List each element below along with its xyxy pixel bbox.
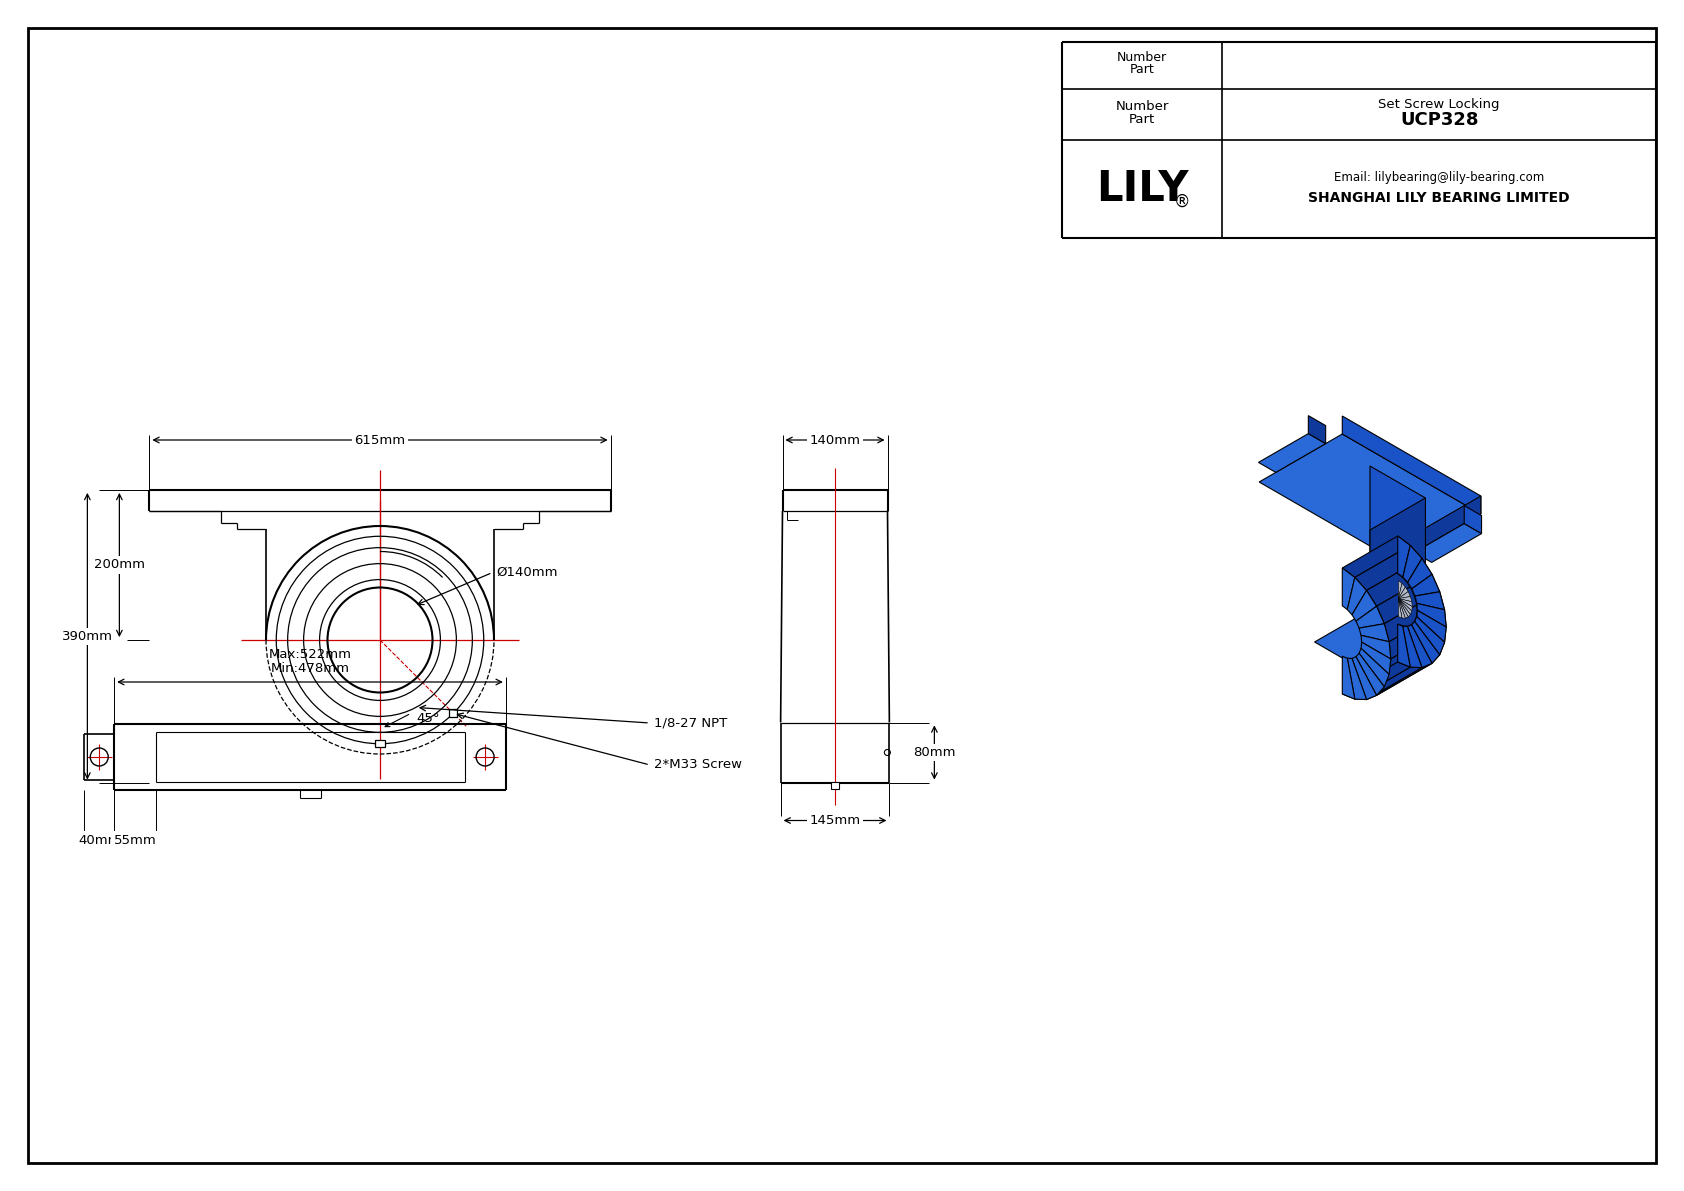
Polygon shape <box>1347 578 1366 615</box>
Polygon shape <box>1398 599 1406 618</box>
Text: 2*M33 Screw: 2*M33 Screw <box>653 759 743 772</box>
Polygon shape <box>1347 659 1366 699</box>
Text: 145mm: 145mm <box>810 813 861 827</box>
Polygon shape <box>1376 574 1440 624</box>
Polygon shape <box>1403 578 1408 582</box>
Polygon shape <box>1260 434 1480 562</box>
Polygon shape <box>1415 616 1418 621</box>
Polygon shape <box>1415 596 1418 603</box>
Polygon shape <box>1415 592 1445 610</box>
Text: 615mm: 615mm <box>354 434 406 447</box>
Text: 55mm: 55mm <box>113 834 157 847</box>
Polygon shape <box>1356 545 1421 591</box>
Polygon shape <box>1308 416 1325 443</box>
Polygon shape <box>1342 536 1410 578</box>
Polygon shape <box>1398 599 1413 606</box>
Polygon shape <box>1415 524 1482 562</box>
Text: Part: Part <box>1130 63 1155 76</box>
Polygon shape <box>1398 599 1408 618</box>
Polygon shape <box>1413 621 1415 624</box>
Polygon shape <box>1376 655 1440 696</box>
Polygon shape <box>1315 610 1425 674</box>
Polygon shape <box>1398 624 1410 667</box>
Polygon shape <box>1371 498 1425 674</box>
FancyBboxPatch shape <box>830 781 839 788</box>
Polygon shape <box>1342 416 1480 515</box>
Polygon shape <box>1352 656 1376 699</box>
FancyBboxPatch shape <box>450 710 458 717</box>
Polygon shape <box>1398 580 1403 599</box>
Polygon shape <box>1398 592 1411 599</box>
Text: UCP328: UCP328 <box>1399 111 1479 129</box>
Text: Part: Part <box>1128 113 1155 126</box>
Polygon shape <box>1361 642 1391 674</box>
Text: SHANGHAI LILY BEARING LIMITED: SHANGHAI LILY BEARING LIMITED <box>1308 191 1569 205</box>
Polygon shape <box>1398 597 1411 601</box>
Polygon shape <box>1403 626 1421 668</box>
Polygon shape <box>1398 536 1410 578</box>
Polygon shape <box>1398 624 1403 625</box>
Polygon shape <box>1361 635 1391 659</box>
Polygon shape <box>1416 610 1447 642</box>
Polygon shape <box>1356 606 1384 628</box>
Polygon shape <box>1352 591 1376 621</box>
Text: LILY: LILY <box>1096 168 1189 210</box>
Polygon shape <box>1398 599 1413 611</box>
Text: ®: ® <box>1174 193 1191 211</box>
Polygon shape <box>1398 584 1406 599</box>
Text: 1/8-27 NPT: 1/8-27 NPT <box>653 717 727 730</box>
Text: Email: lilybearing@lily-bearing.com: Email: lilybearing@lily-bearing.com <box>1334 172 1544 185</box>
Polygon shape <box>1342 568 1356 610</box>
Polygon shape <box>1356 667 1421 699</box>
Polygon shape <box>1413 588 1415 596</box>
Text: Set Screw Locking: Set Screw Locking <box>1379 98 1500 111</box>
Polygon shape <box>1389 610 1447 659</box>
Polygon shape <box>1398 587 1408 599</box>
Polygon shape <box>1398 599 1411 617</box>
Polygon shape <box>1356 654 1384 696</box>
Polygon shape <box>1416 604 1447 626</box>
Polygon shape <box>1371 466 1425 642</box>
Polygon shape <box>1389 626 1447 674</box>
Text: 40mm: 40mm <box>77 834 121 847</box>
Text: 200mm: 200mm <box>94 559 145 572</box>
Text: 390mm: 390mm <box>62 630 113 643</box>
Polygon shape <box>1258 434 1325 473</box>
Polygon shape <box>1408 559 1431 590</box>
Text: Ø140mm: Ø140mm <box>497 566 557 579</box>
Polygon shape <box>1398 573 1403 578</box>
Text: Number: Number <box>1115 100 1169 113</box>
Polygon shape <box>1411 574 1440 597</box>
Polygon shape <box>1415 616 1445 655</box>
Polygon shape <box>1342 662 1410 699</box>
Polygon shape <box>1359 648 1389 687</box>
Text: Max:522mm: Max:522mm <box>268 648 352 661</box>
Text: 80mm: 80mm <box>913 746 955 759</box>
Polygon shape <box>1411 622 1440 663</box>
Polygon shape <box>1366 559 1431 606</box>
Polygon shape <box>1463 506 1482 534</box>
Polygon shape <box>1408 582 1413 588</box>
Text: Number: Number <box>1116 51 1167 64</box>
Polygon shape <box>1384 642 1445 687</box>
Polygon shape <box>1408 624 1413 626</box>
Text: 45°: 45° <box>416 712 440 724</box>
FancyBboxPatch shape <box>376 740 386 747</box>
Polygon shape <box>1398 599 1411 615</box>
Polygon shape <box>1398 495 1480 562</box>
Polygon shape <box>1342 656 1356 699</box>
Polygon shape <box>1408 625 1431 668</box>
Text: Min:478mm: Min:478mm <box>271 661 350 674</box>
Text: 140mm: 140mm <box>810 434 861 447</box>
Polygon shape <box>1366 663 1431 699</box>
Polygon shape <box>1359 624 1389 642</box>
Polygon shape <box>1398 599 1403 618</box>
Polygon shape <box>1403 545 1421 582</box>
Polygon shape <box>1384 592 1445 642</box>
